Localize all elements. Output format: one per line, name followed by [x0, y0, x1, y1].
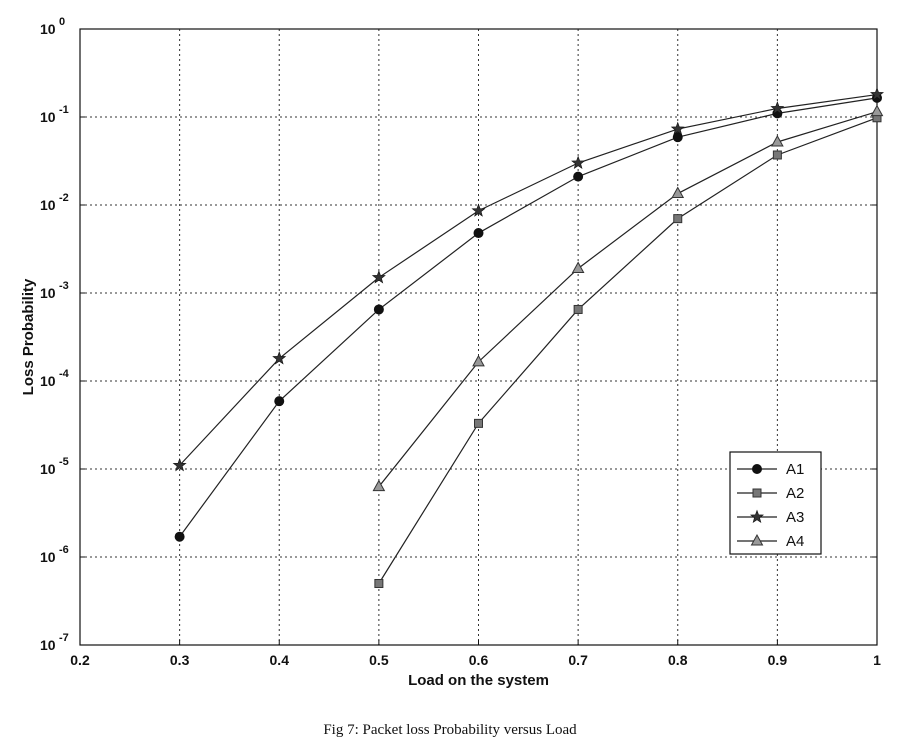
x-axis-ticks: 0.2 0.3 0.4 0.5 0.6 0.7 0.8 0.9 1	[70, 640, 881, 668]
series-a3-point	[371, 270, 386, 284]
y-tick-base: 10	[40, 109, 56, 125]
series-a2-point	[573, 304, 583, 314]
y-tick-label: 10 -6	[40, 544, 69, 565]
series-a2	[374, 113, 882, 588]
series-a3-line	[179, 93, 878, 466]
y-tick-base: 10	[40, 637, 56, 653]
series-a1-line	[179, 97, 878, 538]
legend-marker-a4	[750, 533, 764, 546]
y-tick-exponent: -3	[59, 280, 69, 292]
x-tick-label: 0.5	[369, 652, 389, 668]
series-a4-point	[870, 104, 884, 117]
y-tick-label: 10 -3	[40, 280, 69, 301]
series-a3-point	[770, 101, 785, 115]
series-a3-point	[571, 155, 586, 169]
series-a4	[372, 104, 884, 492]
y-tick-base: 10	[40, 21, 56, 37]
series-a3-point	[670, 121, 685, 135]
series-a4-point	[771, 134, 784, 147]
y-tick-base: 10	[40, 549, 56, 565]
legend-label: A4	[786, 533, 804, 550]
legend-label: A2	[786, 485, 804, 502]
y-tick-base: 10	[40, 461, 56, 477]
series-a4-point	[372, 479, 386, 492]
y-tick-label: 10 -5	[40, 456, 69, 477]
series-a1-point	[672, 132, 683, 143]
y-tick-exponent: -1	[59, 104, 69, 116]
series-a2-line	[378, 117, 878, 584]
legend-item-a4: A4	[737, 533, 804, 550]
series-a1-point	[274, 396, 285, 407]
legend: A1 A2 A3 A4	[729, 451, 822, 555]
x-tick-label: 0.9	[768, 652, 788, 668]
series-a3-point	[471, 203, 486, 217]
legend-marker-a1	[752, 464, 762, 474]
y-tick-base: 10	[40, 373, 56, 389]
series-a2-point	[772, 150, 782, 160]
figure-caption: Fig 7: Packet loss Probability versus Lo…	[323, 722, 577, 738]
series-a1	[174, 92, 882, 542]
y-tick-label: 10 -1	[40, 104, 69, 125]
series-a1-point	[373, 304, 384, 315]
series-a4-point	[472, 354, 485, 367]
y-tick-base: 10	[40, 197, 56, 213]
series-a1-point	[174, 531, 185, 542]
x-tick-label: 0.4	[270, 652, 290, 668]
y-axis-label: Loss Probability	[20, 278, 37, 395]
x-tick-label: 0.7	[568, 652, 588, 668]
x-tick-label: 1	[873, 652, 881, 668]
y-tick-label: 10 -2	[40, 192, 69, 213]
x-tick-label: 0.2	[70, 652, 90, 668]
series-a1-point	[573, 171, 584, 182]
series-a4-point	[571, 261, 585, 273]
series-a2-point	[673, 214, 683, 224]
series-a3	[172, 87, 885, 472]
series-a3-point	[172, 457, 187, 472]
legend-item-a1: A1	[737, 461, 804, 478]
legend-item-a2: A2	[737, 485, 804, 502]
y-tick-exponent: -5	[59, 456, 69, 468]
legend-label: A3	[786, 509, 804, 526]
legend-item-a3: A3	[737, 509, 804, 526]
series-a1-point	[473, 228, 484, 239]
y-tick-exponent: -2	[59, 192, 69, 204]
legend-marker-a2	[752, 488, 762, 498]
x-tick-label: 0.3	[170, 652, 190, 668]
y-tick-base: 10	[40, 285, 56, 301]
legend-box	[729, 451, 822, 555]
series-a3-point	[869, 87, 885, 101]
series-a2-point	[374, 578, 384, 588]
series	[172, 87, 885, 588]
x-axis-label: Load on the system	[408, 672, 549, 689]
y-tick-label: 10 -7	[40, 632, 69, 653]
y-tick-exponent: -7	[59, 632, 69, 644]
legend-marker-a3	[749, 509, 765, 523]
series-a2-point	[474, 418, 483, 428]
y-tick-label: 10 -4	[40, 368, 70, 389]
y-tick-exponent: 0	[59, 16, 65, 28]
series-a3-point	[272, 351, 287, 365]
legend-label: A1	[786, 461, 804, 478]
y-tick-exponent: -4	[59, 368, 70, 380]
y-tick-label: 10 0	[40, 16, 65, 37]
x-tick-label: 0.8	[668, 652, 688, 668]
series-a4-point	[671, 186, 685, 199]
series-a4-line	[378, 111, 878, 488]
y-tick-exponent: -6	[59, 544, 69, 556]
x-tick-label: 0.6	[469, 652, 489, 668]
